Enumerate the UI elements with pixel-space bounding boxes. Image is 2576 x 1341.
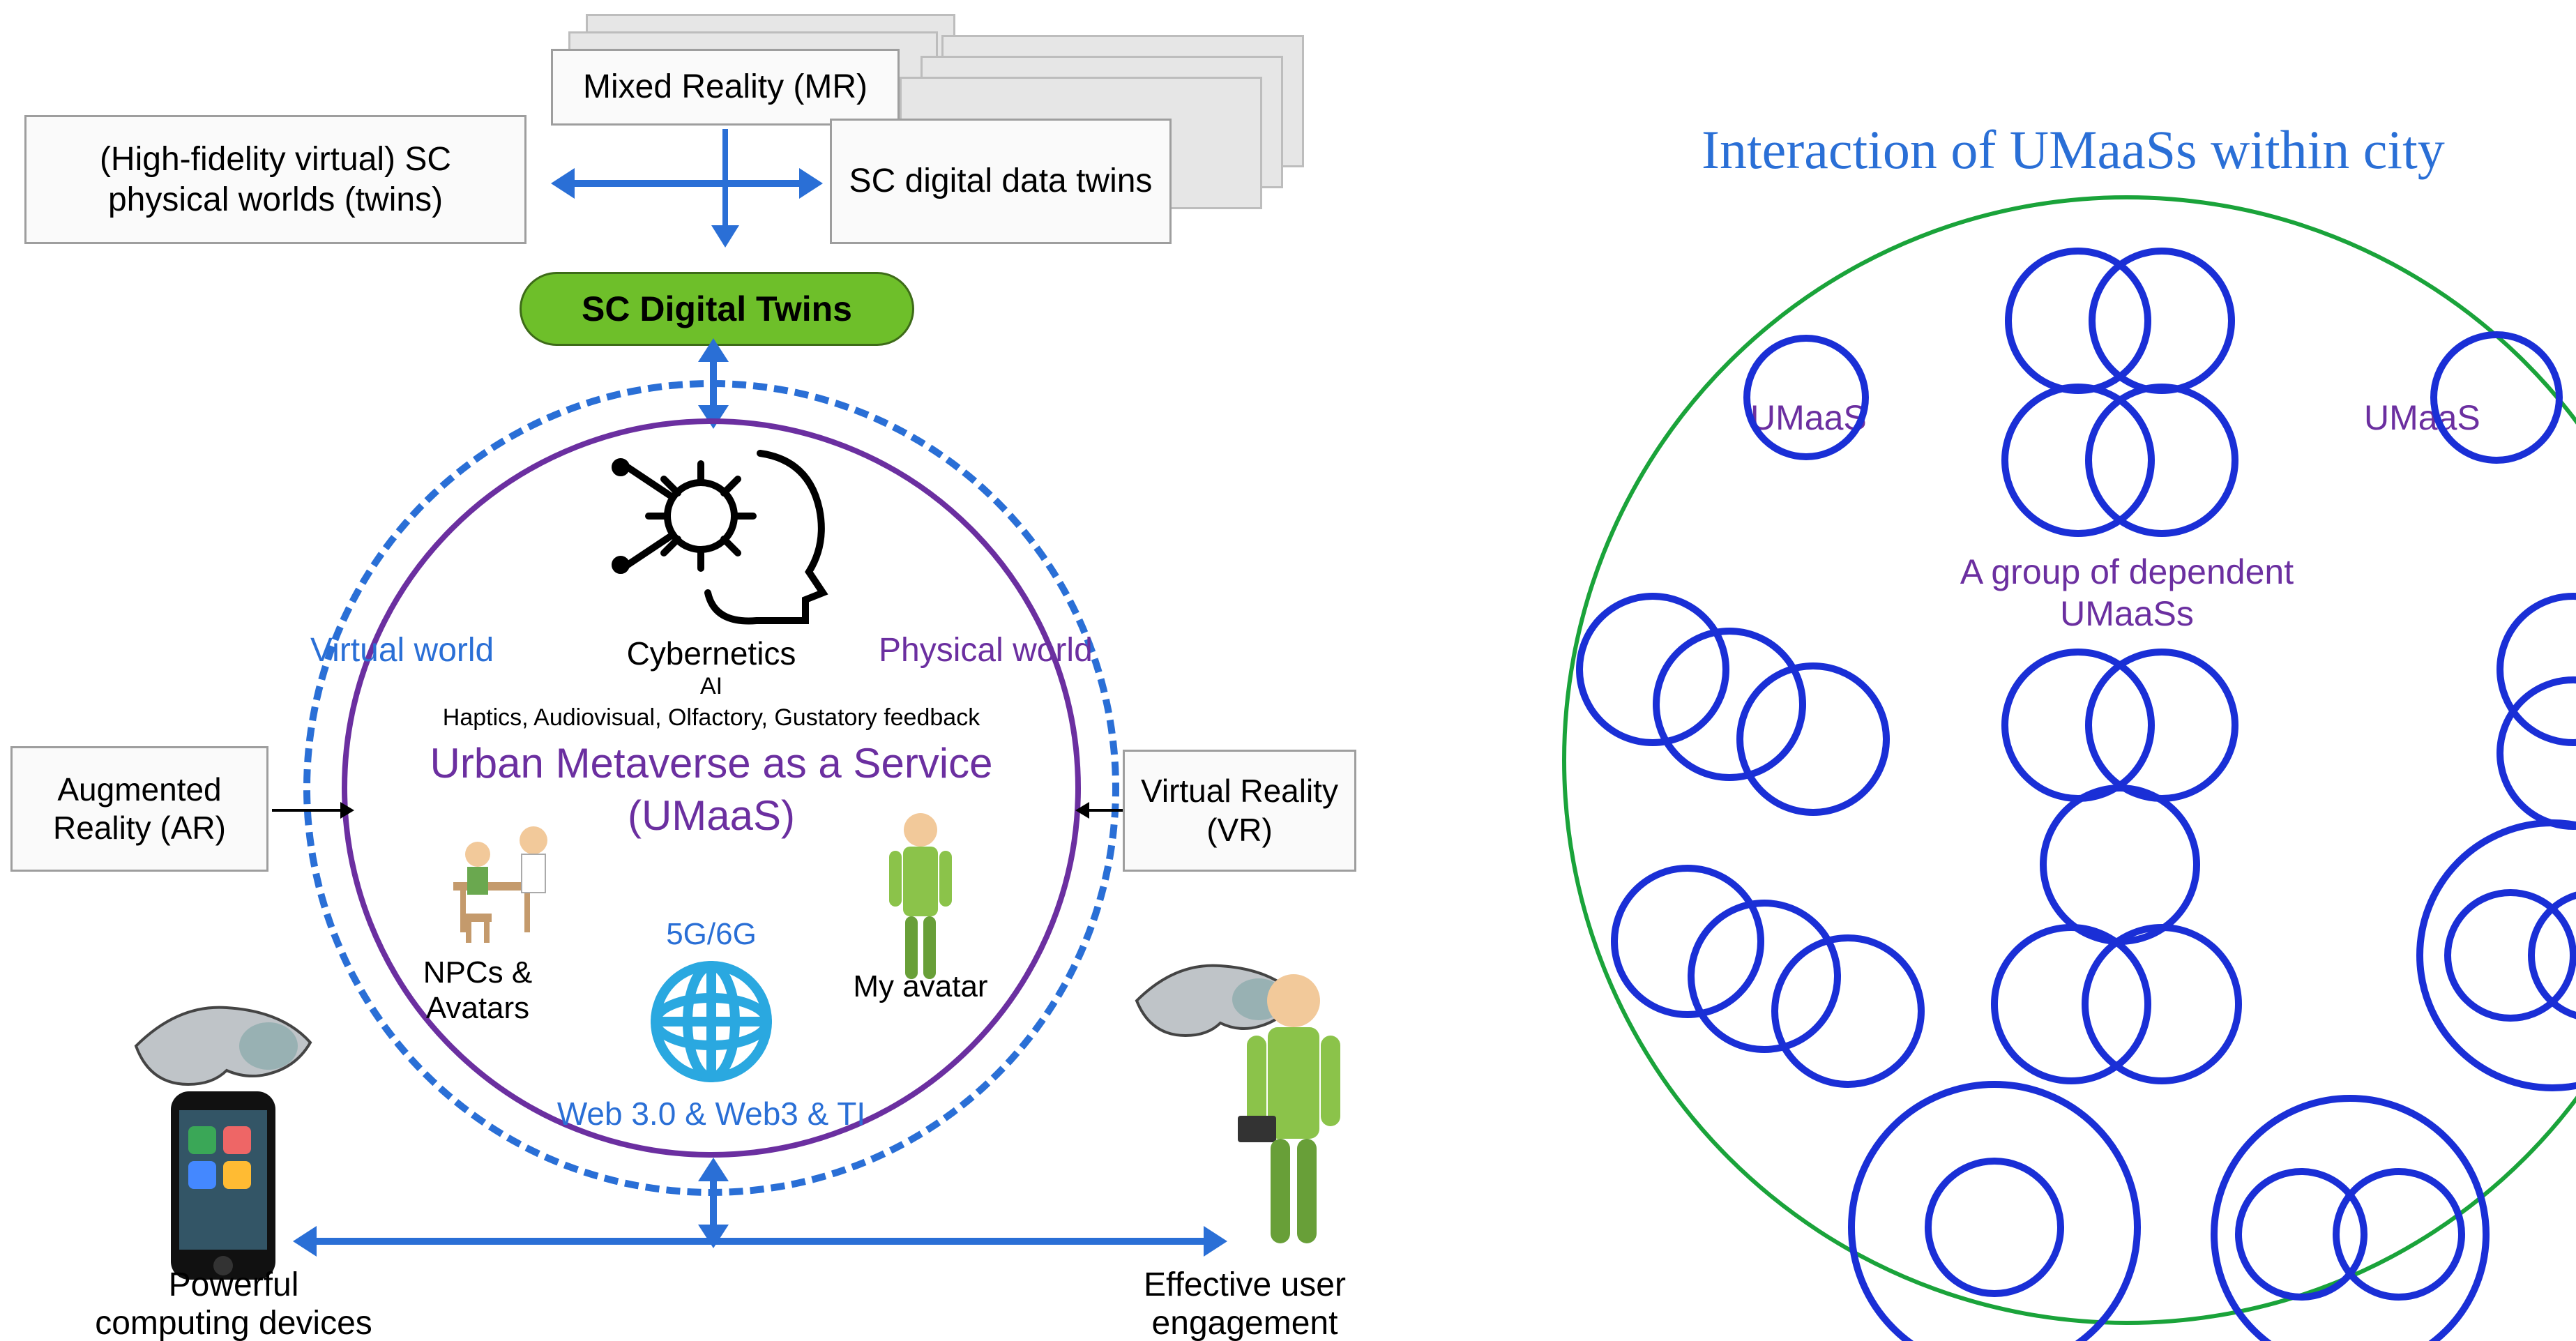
umaas-ring	[2085, 384, 2238, 537]
virtual-world-label: Virtual world	[310, 631, 494, 669]
umaas-title-1: Urban Metaverse as a Service	[342, 739, 1081, 787]
devices-label: Powerful computing devices	[91, 1266, 377, 1341]
avatar-icon	[872, 809, 969, 990]
vr-box: Virtual Reality (VR)	[1123, 750, 1356, 872]
web-label: Web 3.0 & Web3 & TI	[530, 1095, 893, 1132]
globe-icon	[645, 955, 778, 1088]
umaas-ring	[2089, 248, 2235, 394]
umaas-ring	[2082, 924, 2242, 1084]
npcs-avatars-label: NPCs & Avatars	[387, 955, 568, 1026]
user-engagement-icon	[1213, 969, 1360, 1269]
headset-icon-left	[122, 997, 324, 1102]
arrow-mr-down	[722, 129, 728, 227]
umaas-rings-layer	[1423, 98, 2576, 1339]
umaas-ring	[2430, 331, 2563, 464]
feedback-label: Haptics, Audiovisual, Olfactory, Gustato…	[377, 704, 1046, 732]
sc-physical-box: (High-fidelity virtual) SC physical worl…	[24, 115, 526, 244]
umaas-ring	[1743, 335, 1869, 460]
umaas-ring	[2040, 785, 2200, 945]
npcs-icon	[425, 816, 586, 955]
mr-box: Mixed Reality (MR)	[551, 49, 900, 126]
cybernetics-icon	[579, 425, 844, 628]
umaas-ring	[1771, 934, 1925, 1088]
cybernetics-label: Cybernetics	[558, 635, 865, 672]
arrow-circle-bottom	[710, 1179, 717, 1227]
umaas-ring	[1736, 662, 1890, 816]
arrow-vr-into-circle	[1088, 809, 1123, 812]
ar-box: Augmented Reality (AR)	[10, 746, 268, 872]
arrow-physical-digital	[572, 180, 802, 187]
my-avatar-label: My avatar	[830, 969, 1011, 1004]
physical-world-label: Physical world	[879, 631, 1093, 669]
ai-label: AI	[558, 673, 865, 700]
umaas-ring	[2085, 649, 2238, 802]
net-label: 5G/6G	[635, 917, 788, 952]
umaas-ring	[1925, 1158, 2064, 1297]
engagement-label: Effective user engagement	[1074, 1266, 1416, 1341]
phone-icon	[164, 1088, 282, 1283]
left-diagram: Mixed Reality (MR) (High-fidelity virtua…	[0, 0, 1395, 1341]
umaas-ring	[2333, 1168, 2465, 1301]
arrow-devices-user	[314, 1238, 1206, 1245]
right-diagram: Interaction of UMaaSs within city UMaaS …	[1423, 0, 2576, 1341]
arrow-ar-into-circle	[272, 809, 342, 812]
sc-digital-data-box: SC digital data twins	[830, 119, 1172, 244]
sc-digital-twins-pill: SC Digital Twins	[520, 272, 914, 346]
